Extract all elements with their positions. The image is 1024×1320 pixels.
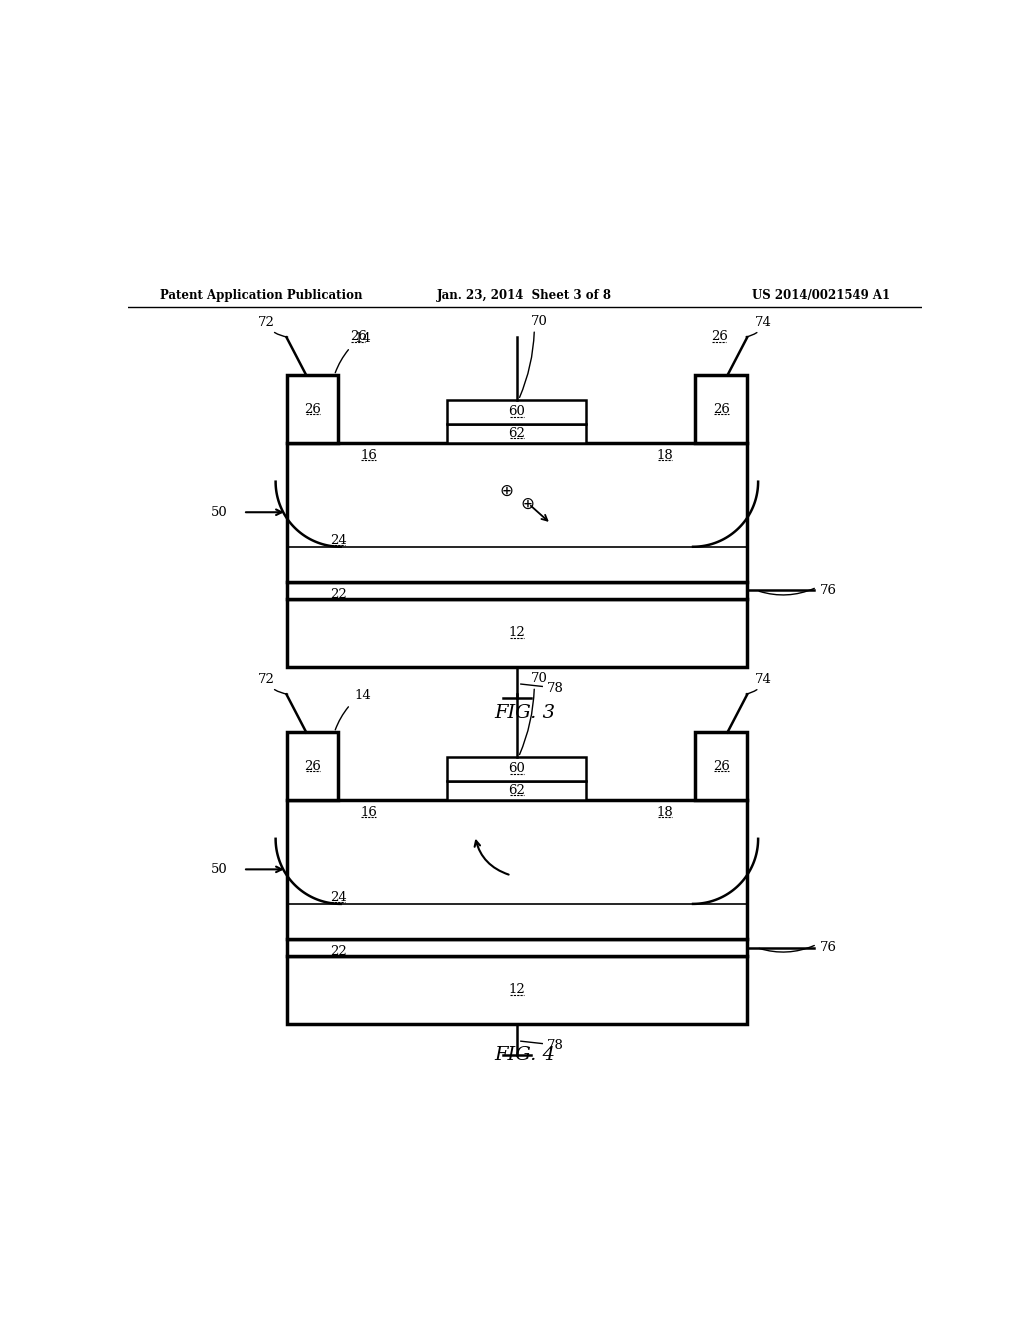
Bar: [287, 956, 748, 1024]
Text: 16: 16: [360, 449, 377, 462]
Bar: [447, 781, 587, 800]
Bar: [695, 733, 748, 800]
Bar: [287, 582, 748, 599]
Text: ⊕: ⊕: [500, 482, 513, 499]
Text: 18: 18: [656, 449, 674, 462]
Text: 12: 12: [509, 627, 525, 639]
Text: ⊕: ⊕: [520, 495, 535, 513]
Text: FIG. 4: FIG. 4: [495, 1047, 555, 1064]
Text: 78: 78: [547, 682, 564, 696]
Text: 12: 12: [509, 983, 525, 997]
Bar: [447, 400, 587, 424]
Text: 50: 50: [211, 506, 227, 519]
Bar: [447, 758, 587, 781]
Bar: [287, 442, 748, 582]
Text: 60: 60: [509, 763, 525, 775]
Text: FIG. 3: FIG. 3: [495, 704, 555, 722]
Text: 72: 72: [258, 673, 275, 686]
Text: 18: 18: [656, 807, 674, 820]
Text: 26: 26: [350, 330, 367, 343]
Bar: [287, 599, 748, 667]
Text: 14: 14: [354, 689, 371, 702]
Text: 50: 50: [211, 863, 227, 876]
Text: 76: 76: [820, 941, 837, 954]
Text: US 2014/0021549 A1: US 2014/0021549 A1: [752, 289, 890, 302]
Text: Jan. 23, 2014  Sheet 3 of 8: Jan. 23, 2014 Sheet 3 of 8: [437, 289, 612, 302]
Text: 26: 26: [304, 403, 322, 416]
Text: 26: 26: [711, 330, 728, 343]
Text: 22: 22: [330, 587, 347, 601]
Text: 22: 22: [330, 945, 347, 958]
Text: 78: 78: [547, 1039, 564, 1052]
Bar: [287, 733, 338, 800]
Text: 14: 14: [354, 333, 371, 346]
Text: 24: 24: [330, 891, 347, 904]
Bar: [287, 939, 748, 956]
Text: 26: 26: [304, 760, 322, 772]
Bar: [695, 375, 748, 442]
Bar: [287, 375, 338, 442]
Text: 16: 16: [360, 807, 377, 820]
Text: 74: 74: [755, 673, 771, 686]
Text: 70: 70: [530, 314, 548, 327]
Text: 26: 26: [713, 760, 730, 772]
Text: 26: 26: [713, 403, 730, 416]
Bar: [447, 424, 587, 442]
Text: Patent Application Publication: Patent Application Publication: [160, 289, 362, 302]
Text: 72: 72: [258, 317, 275, 329]
Bar: [287, 800, 748, 939]
Text: 70: 70: [530, 672, 548, 685]
Text: 60: 60: [509, 405, 525, 418]
Text: 62: 62: [509, 784, 525, 797]
Text: 24: 24: [330, 533, 347, 546]
Text: 76: 76: [820, 583, 837, 597]
Text: 62: 62: [509, 426, 525, 440]
Text: 74: 74: [755, 317, 771, 329]
